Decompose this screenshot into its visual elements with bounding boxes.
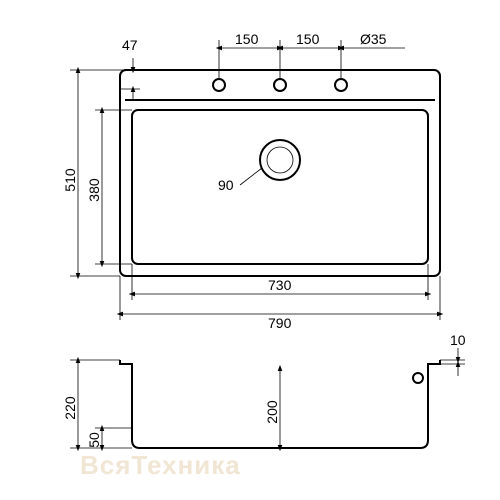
sink-technical-drawing: 90 150 150 Ø35 47 510 380 730 790 10 — [0, 0, 500, 500]
label-top-gap: 47 — [122, 37, 138, 53]
label-inner-width: 730 — [268, 277, 292, 293]
drain-inner — [267, 147, 293, 173]
overflow-hole — [413, 373, 423, 383]
label-outer-width: 790 — [268, 315, 292, 331]
label-section-offset: 50 — [86, 432, 102, 448]
label-hole-spacing-left: 150 — [235, 31, 259, 47]
tap-hole-center — [274, 79, 286, 91]
label-hole-spacing-right: 150 — [296, 31, 320, 47]
tap-hole-left — [213, 79, 225, 91]
label-section-inner-depth: 200 — [264, 400, 280, 424]
top-inner-rect — [132, 110, 428, 264]
label-drain-dia: 90 — [218, 177, 234, 193]
label-section-depth: 220 — [62, 396, 78, 420]
tap-hole-right — [335, 79, 347, 91]
label-outer-height: 510 — [62, 168, 78, 192]
label-rim: 10 — [450, 332, 466, 348]
label-hole-dia: Ø35 — [360, 31, 387, 47]
label-inner-height: 380 — [86, 178, 102, 202]
drain-outer — [260, 140, 300, 180]
